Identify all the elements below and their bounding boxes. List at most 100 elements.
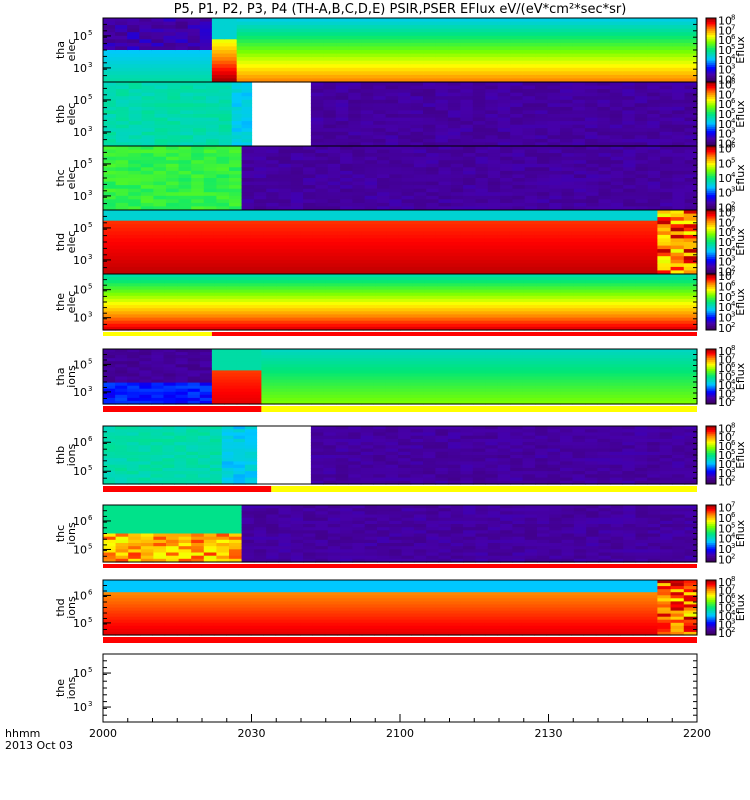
spectrogram-cell [276, 317, 290, 322]
spectrogram-cell [288, 292, 302, 297]
spectrogram-cell [472, 238, 486, 243]
spectrogram-cell [175, 400, 189, 405]
spectrogram-cell [684, 28, 698, 33]
spectrogram-cell [261, 388, 275, 393]
spectrogram-cell [460, 213, 474, 218]
spectrogram-cell [336, 364, 350, 368]
spectrogram-cell [151, 367, 165, 371]
spectrogram-cell [511, 274, 525, 278]
spectrogram-cell [193, 92, 207, 97]
spectrogram-cell [187, 400, 201, 405]
spectrogram-cell [127, 67, 140, 72]
spectrogram-cell [201, 245, 215, 250]
spectrogram-cell [127, 400, 140, 405]
spectrogram-cell [549, 163, 563, 168]
spectrogram-cell [509, 263, 523, 268]
spectrogram-cell [151, 42, 165, 48]
spectrogram-cell [266, 160, 280, 165]
spectrogram-cell [324, 259, 338, 264]
spectrogram-cell [103, 67, 116, 72]
spectrogram-cell [377, 170, 390, 176]
spectrogram-cell [199, 74, 213, 80]
spectrogram-cell [683, 252, 698, 257]
spectrogram-cell [598, 195, 612, 200]
spectrogram-cell [115, 379, 128, 384]
colorbar-cell [706, 103, 716, 106]
spectrogram-cell [224, 53, 238, 58]
spectrogram-cell [374, 231, 387, 236]
spectrogram-cell [298, 379, 312, 384]
spectrogram-cell [253, 174, 267, 179]
spectrogram-cell [175, 382, 189, 387]
spectrogram-cell [411, 242, 424, 247]
spectrogram-cell [423, 28, 437, 33]
spectrogram-cell [560, 92, 574, 97]
spectrogram-cell [547, 138, 561, 144]
spectrogram-cell [497, 110, 511, 115]
spectrogram-cell [389, 178, 403, 183]
spectrogram-cell [398, 131, 412, 136]
spectrogram-cell [236, 361, 250, 365]
spectrogram-cell [635, 195, 649, 200]
spectrogram-cell [238, 256, 252, 261]
spectrogram-cell [634, 35, 648, 40]
spectrogram-cell [373, 135, 387, 140]
colorbar-tick-exponent: 2 [731, 321, 735, 329]
spectrogram-cell [191, 153, 205, 158]
spectrogram-cell [398, 60, 412, 65]
spectrogram-cell [287, 263, 301, 268]
spectrogram-cell [276, 280, 290, 284]
spectrogram-cell [348, 131, 362, 136]
spectrogram-cell [338, 286, 352, 291]
spectrogram-cell [374, 245, 387, 250]
spectrogram-cell [127, 46, 140, 51]
spectrogram-cell [534, 210, 548, 215]
spectrogram-cell [128, 178, 142, 183]
spectrogram-cell [634, 117, 648, 122]
spectrogram-cell [337, 224, 350, 229]
spectrogram-cell [609, 35, 623, 40]
spectrogram-cell [324, 263, 338, 268]
spectrogram-cell [152, 302, 166, 306]
spectrogram-cell [461, 308, 475, 312]
spectrogram-cell [300, 259, 313, 264]
colorbar-tick-exponent: 8 [731, 14, 735, 22]
spectrogram-cell [610, 202, 624, 208]
spectrogram-cell [375, 292, 389, 297]
spectrogram-cell [398, 46, 412, 51]
spectrogram-cell [497, 121, 511, 126]
spectrogram-cell [423, 231, 437, 236]
spectrogram-cell [598, 163, 612, 168]
spectrogram-cell [362, 302, 376, 306]
spectrogram-cell [298, 32, 312, 37]
spectrogram-cell [610, 302, 624, 306]
spectrogram-cell [572, 99, 586, 104]
spectrogram-cell [571, 252, 585, 257]
spectrogram-cell [484, 245, 498, 250]
spectrogram-cell [684, 57, 698, 62]
spectrogram-cell [127, 32, 140, 37]
spectrogram-cell [561, 153, 575, 158]
spectrogram-cell [635, 167, 649, 172]
spectrogram-cell [140, 178, 154, 183]
spectrogram-cell [213, 270, 227, 275]
spectrogram-cell [324, 217, 338, 222]
spectrogram-cell [241, 110, 253, 115]
colorbar-cell [706, 20, 716, 23]
spectrogram-cell [180, 96, 194, 101]
spectrogram-cell [424, 289, 438, 294]
spectrogram-cell [426, 163, 440, 168]
spectrogram-cell [315, 195, 329, 200]
spectrogram-cell [360, 124, 374, 129]
spectrogram-cell [236, 42, 250, 48]
spectrogram-cell [115, 195, 129, 200]
spectrogram-cell [561, 199, 575, 204]
spectrogram-cell [263, 245, 277, 250]
spectrogram-cell [659, 39, 673, 44]
colorbar-cell [706, 84, 716, 87]
spectrogram-cell [167, 92, 181, 97]
spectrogram-cell [364, 206, 378, 211]
spectrogram-cell [447, 124, 461, 129]
spectrogram-cell [449, 314, 463, 319]
spectrogram-cell [361, 266, 375, 272]
